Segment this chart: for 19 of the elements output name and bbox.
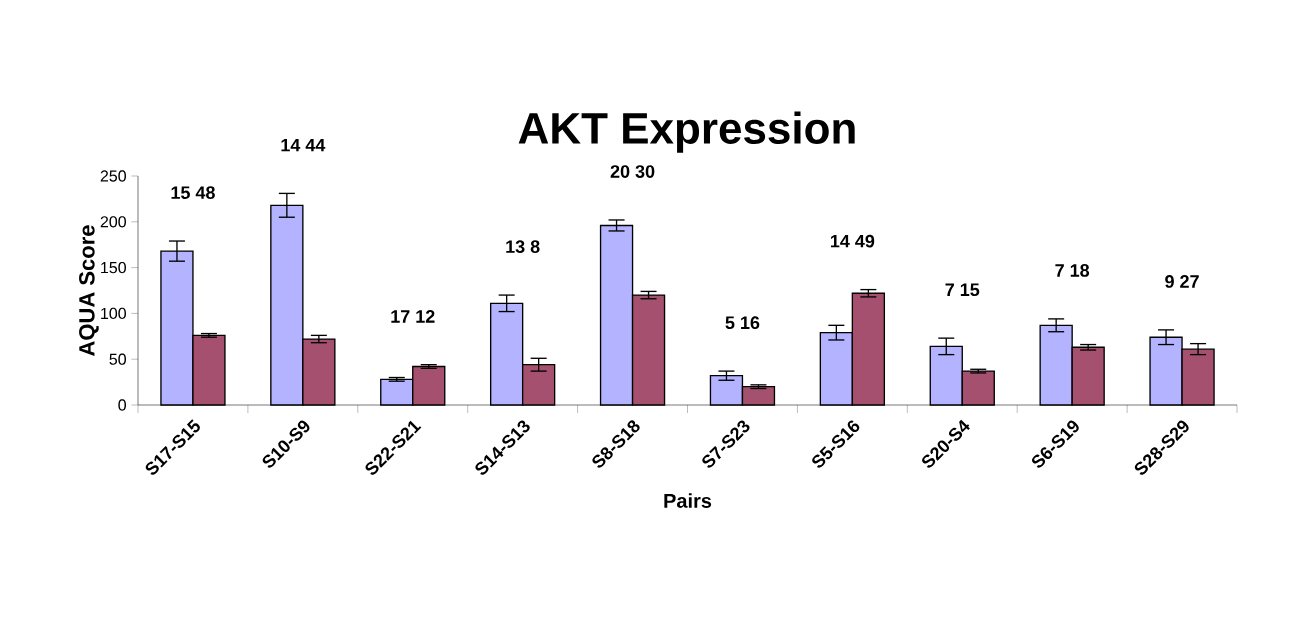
y-axis-title: AQUA Score <box>79 225 99 356</box>
annotation: 13 8 <box>506 240 540 254</box>
annotation: 14 49 <box>830 234 875 248</box>
y-tick-label: 250 <box>100 170 126 182</box>
annotation: 17 12 <box>391 310 435 323</box>
y-tick-label: 0 <box>118 399 127 411</box>
annotation: 5 16 <box>725 316 760 330</box>
y-tick-label: 150 <box>101 261 126 274</box>
annotation: 9 27 <box>1165 275 1199 288</box>
annotation: 20 30 <box>610 165 655 178</box>
chart-title: AKT Expression <box>518 111 855 153</box>
x-axis-title: Pairs <box>664 493 712 508</box>
annotation: 7 15 <box>945 283 980 297</box>
y-tick-label: 50 <box>109 353 126 365</box>
y-tick-label: 200 <box>100 216 126 228</box>
annotation: 7 18 <box>1055 264 1090 277</box>
annotation: 15 48 <box>171 186 215 199</box>
text: 14 44 <box>281 138 326 152</box>
y-tick-label: 100 <box>101 307 126 320</box>
